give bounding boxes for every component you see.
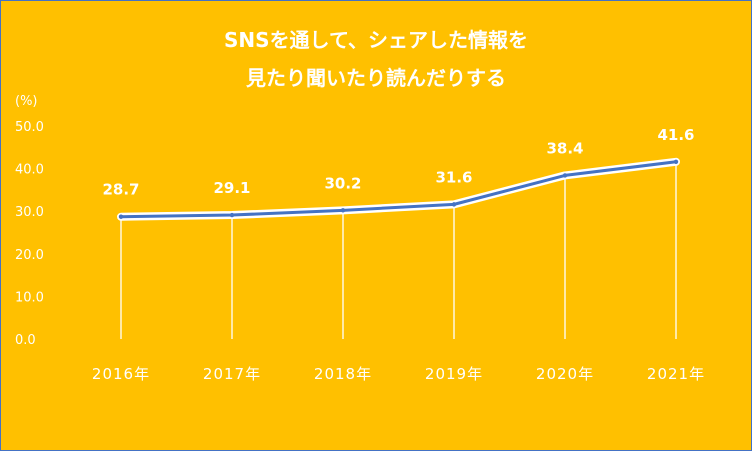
data-label: 41.6 xyxy=(657,126,694,144)
x-category-label: 2017年 xyxy=(203,365,261,383)
data-point xyxy=(451,202,457,207)
chart-title-line-2: 見たり聞いたり読んだりする xyxy=(246,66,506,90)
series-line-group xyxy=(117,157,680,221)
y-tick-label: 10.0 xyxy=(15,290,44,305)
chart-title-line-1: SNSを通して、シェアした情報を xyxy=(224,28,528,52)
y-axis-unit-label: (%) xyxy=(15,94,38,109)
data-labels: 28.7 29.1 30.2 31.6 38.4 41.6 xyxy=(102,126,694,199)
data-point xyxy=(118,214,124,219)
x-category-label: 2019年 xyxy=(425,365,483,383)
y-tick-label: 40.0 xyxy=(15,163,44,178)
data-point xyxy=(562,173,568,178)
y-tick-label: 20.0 xyxy=(15,248,44,263)
y-tick-label: 30.0 xyxy=(15,205,44,220)
data-point xyxy=(340,208,346,213)
y-tick-label: 0.0 xyxy=(15,333,36,348)
x-category-label: 2018年 xyxy=(314,365,372,383)
x-category-label: 2016年 xyxy=(92,365,150,383)
data-label: 30.2 xyxy=(324,174,361,192)
x-axis-category-labels: 2016年 2017年 2018年 2019年 2020年 2021年 xyxy=(92,365,705,383)
y-axis-tick-labels: 0.0 10.0 20.0 30.0 40.0 50.0 xyxy=(15,120,44,348)
series-line xyxy=(119,160,678,219)
data-label: 31.6 xyxy=(435,168,472,186)
data-point xyxy=(673,159,679,164)
data-label: 29.1 xyxy=(213,179,250,197)
x-category-label: 2021年 xyxy=(647,365,705,383)
drop-lines xyxy=(120,161,677,339)
x-category-label: 2020年 xyxy=(536,365,594,383)
data-label: 38.4 xyxy=(546,139,583,157)
y-tick-label: 50.0 xyxy=(15,120,44,135)
data-label: 28.7 xyxy=(102,181,139,199)
data-point xyxy=(229,212,235,218)
